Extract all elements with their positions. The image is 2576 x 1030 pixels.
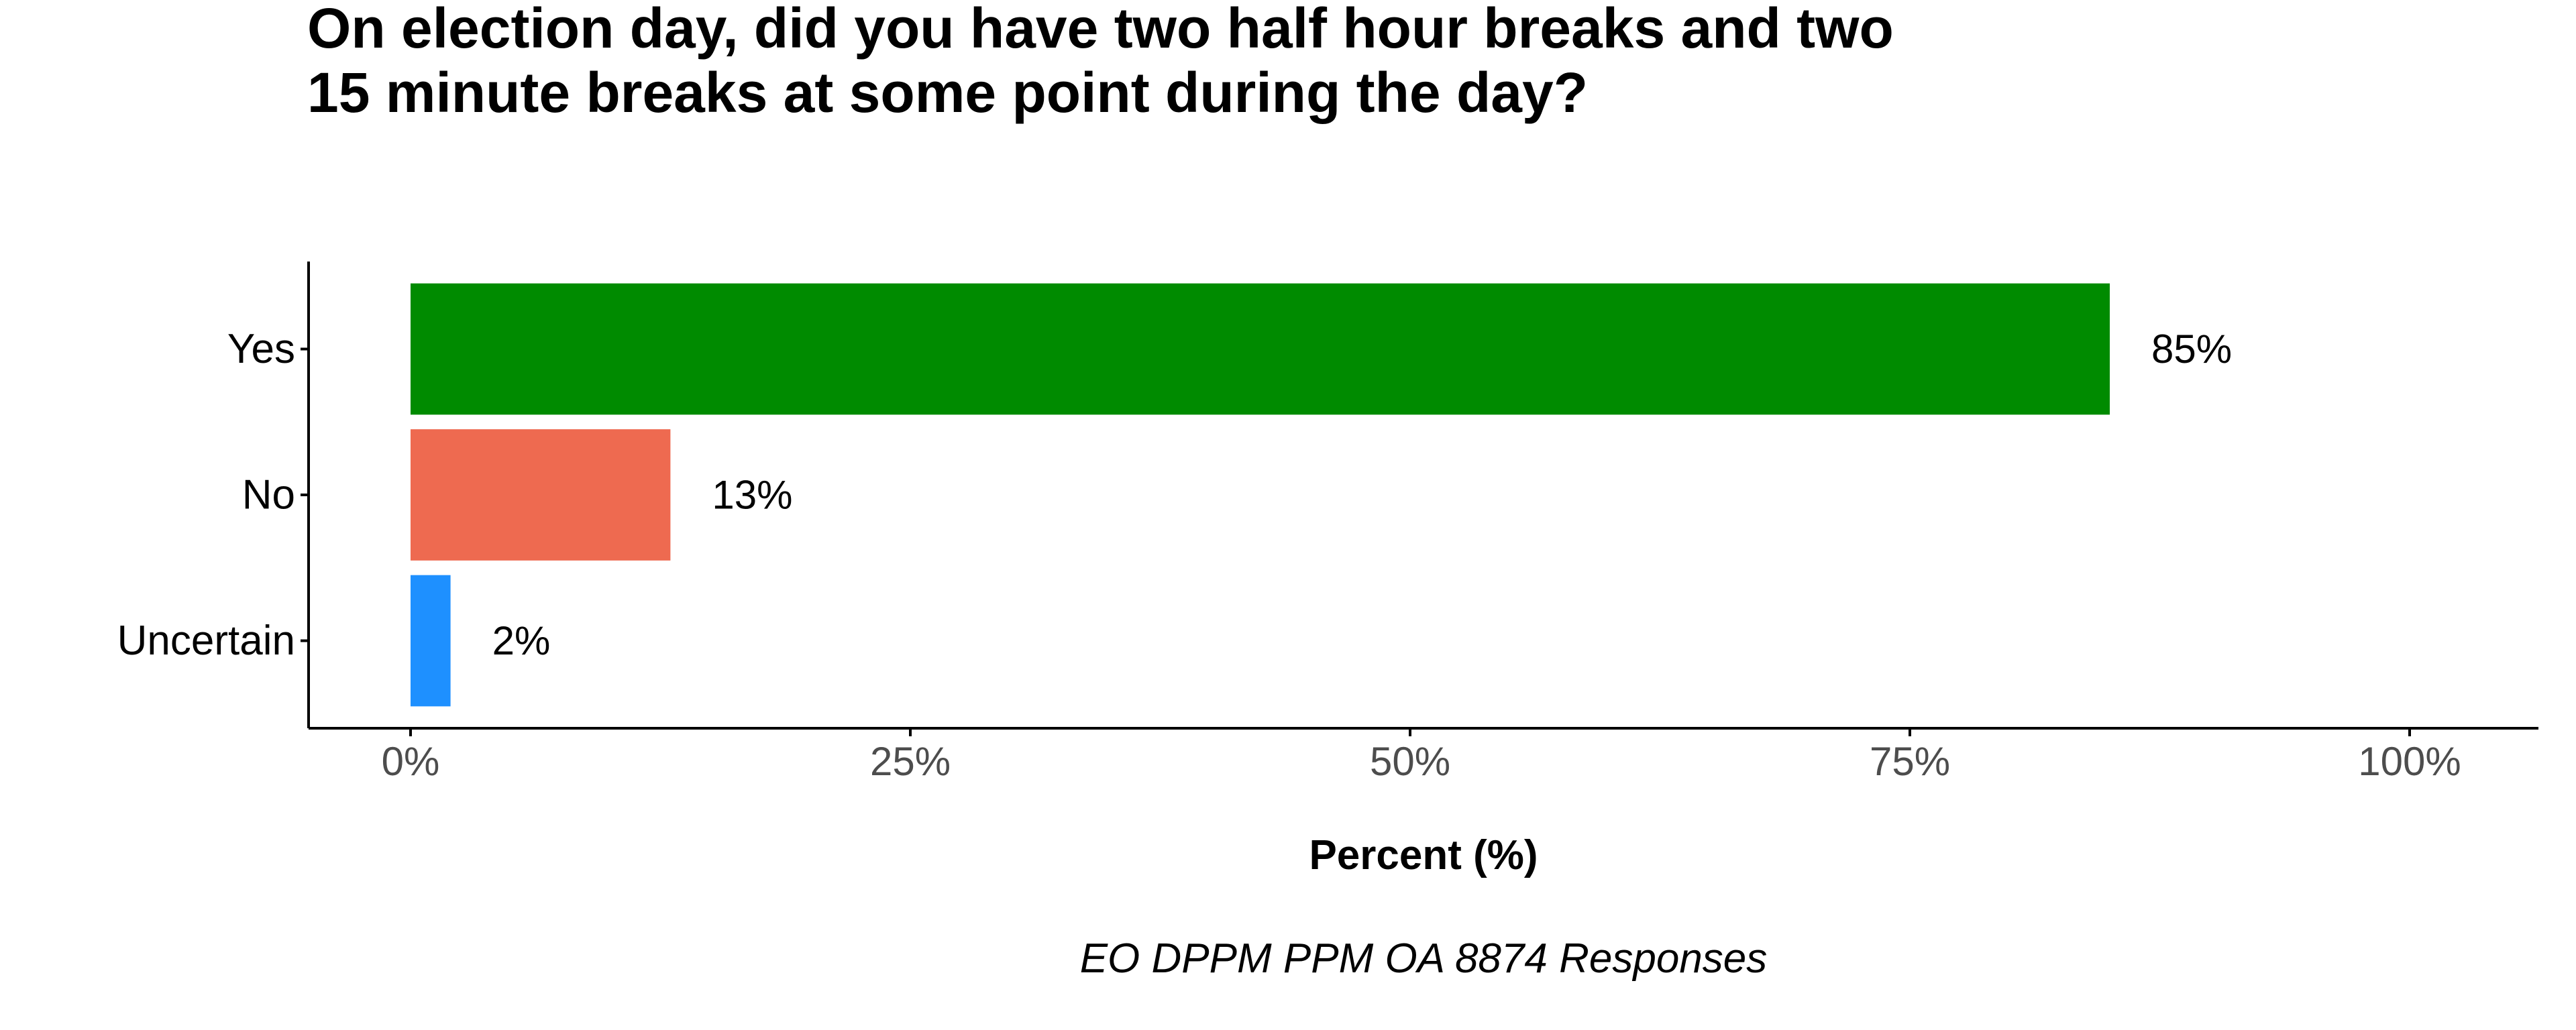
x-tick-label-50: 50% bbox=[1370, 739, 1450, 784]
y-tick-label-yes: Yes bbox=[227, 326, 295, 372]
value-label-uncertain: 2% bbox=[492, 618, 551, 663]
value-label-yes: 85% bbox=[2151, 327, 2232, 371]
x-tick-label-100: 100% bbox=[2358, 739, 2461, 784]
x-axis-ticks: 0% 25% 50% 75% 100% bbox=[382, 728, 2461, 784]
chart-caption: EO DPPM PPM OA 8874 Responses bbox=[1079, 935, 1768, 982]
bar-no bbox=[411, 429, 671, 561]
x-axis-title: Percent (%) bbox=[1309, 832, 1538, 878]
x-tick-label-0: 0% bbox=[382, 739, 440, 784]
y-tick-label-uncertain: Uncertain bbox=[117, 618, 295, 664]
bars-layer bbox=[411, 283, 2110, 707]
x-tick-label-75: 75% bbox=[1870, 739, 1950, 784]
value-labels-layer: 85% 13% 2% bbox=[492, 327, 2232, 663]
value-label-no: 13% bbox=[712, 473, 792, 518]
y-tick-label-no: No bbox=[242, 472, 295, 518]
x-tick-label-25: 25% bbox=[870, 739, 951, 784]
chart-title: On election day, did you have two half h… bbox=[307, 0, 1894, 124]
y-axis-ticks: Yes No Uncertain bbox=[117, 326, 309, 664]
bar-yes bbox=[411, 283, 2110, 415]
bar-uncertain bbox=[411, 575, 451, 707]
